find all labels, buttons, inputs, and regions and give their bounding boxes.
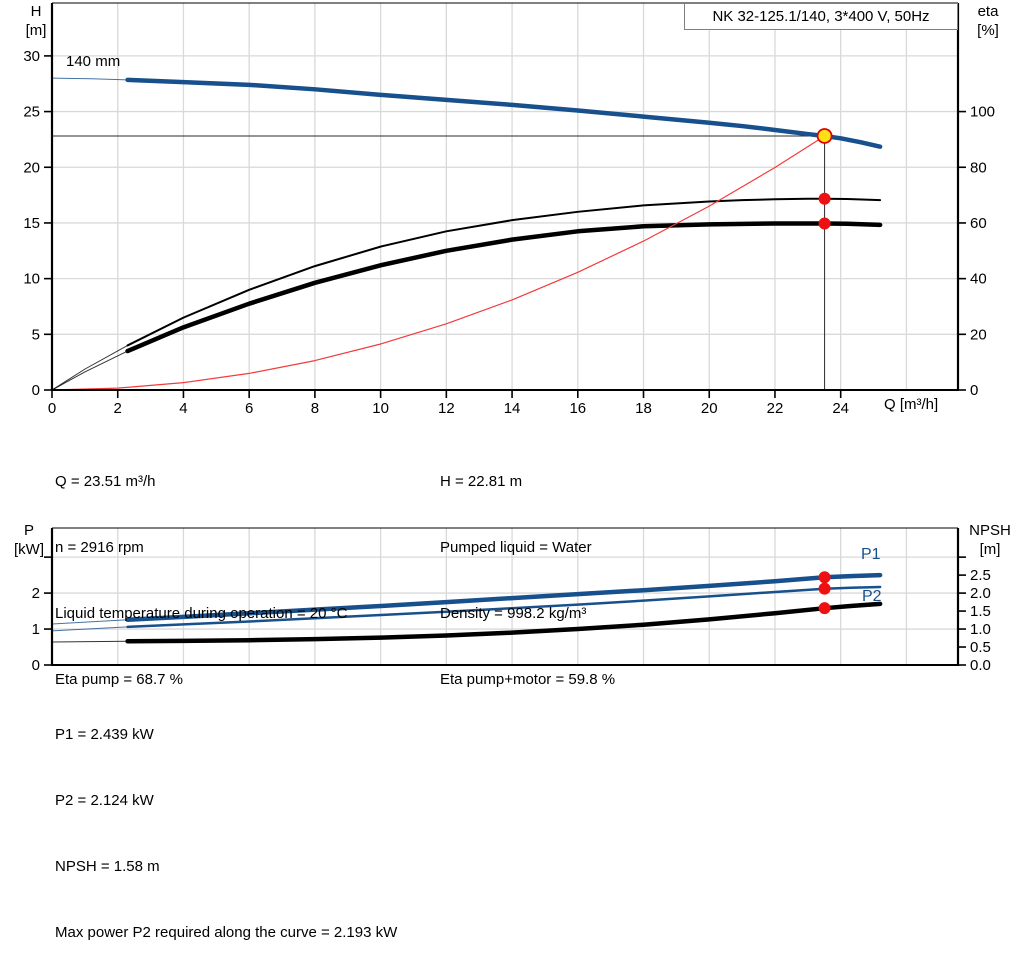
info-line-pumped-liquid: Pumped liquid = Water	[440, 539, 592, 556]
npsh-marker	[818, 602, 831, 615]
p-axis-label-unit: [kW]	[14, 541, 44, 558]
series-p1-curve-lead	[51, 619, 128, 625]
right-tick-label: 0	[970, 382, 978, 399]
h-axis-label: H [m]	[20, 2, 52, 40]
right-tick-label: 1.0	[970, 621, 991, 638]
p1-marker	[818, 571, 831, 584]
p-axis-label: P [kW]	[8, 521, 50, 559]
duty-info-right: H = 22.81 m Pumped liquid = Water Densit…	[440, 427, 615, 713]
x-tick-label: 16	[569, 400, 586, 417]
left-tick-label: 20	[23, 159, 40, 176]
x-tick-label: 6	[245, 400, 253, 417]
x-tick-label: 4	[179, 400, 187, 417]
series-system-parabola	[51, 135, 825, 391]
info-line-p1: P1 = 2.439 kW	[55, 726, 154, 743]
info-line-max-power: Max power P2 required along the curve = …	[55, 924, 398, 941]
left-tick-label: 25	[23, 104, 40, 121]
right-tick-label: 20	[970, 326, 987, 343]
x-tick-label: 2	[114, 400, 122, 417]
info-line-p2: P2 = 2.124 kW	[55, 792, 154, 809]
left-tick-label: 1	[32, 621, 40, 638]
npsh-axis-label: NPSH [m]	[960, 521, 1020, 559]
info-line-eta-pump-motor: Eta pump+motor = 59.8 %	[440, 671, 616, 688]
info-line-q: Q = 23.51 m³/h	[55, 473, 156, 490]
info-line-eta-pump: Eta pump = 68.7 %	[55, 671, 183, 688]
power-info-block: P1 = 2.439 kW P2 = 2.124 kW NPSH = 1.58 …	[55, 680, 397, 966]
right-tick-label: 80	[970, 159, 987, 176]
npsh-axis-label-unit: [m]	[979, 541, 1001, 558]
left-tick-label: 15	[23, 215, 40, 232]
series-eta-pump-curve	[126, 197, 882, 347]
x-tick-label: 8	[311, 400, 319, 417]
series-p1-curve	[125, 572, 883, 622]
right-tick-label: 2.0	[970, 585, 991, 602]
series-p2-curve-lead	[51, 626, 128, 632]
left-tick-label: 5	[32, 326, 40, 343]
h-axis-label-unit: [m]	[25, 22, 47, 39]
eta-axis-label: eta [%]	[966, 2, 1010, 40]
right-tick-label: 1.5	[970, 603, 991, 620]
left-tick-label: 0	[32, 382, 40, 399]
duty-info-left: Q = 23.51 m³/h n = 2916 rpm Liquid tempe…	[55, 427, 347, 713]
right-tick-label: 100	[970, 104, 995, 121]
h-axis-label-symbol: H	[30, 3, 42, 20]
eta-axis-label-symbol: eta	[977, 3, 999, 20]
left-tick-label: 10	[23, 271, 40, 288]
right-tick-label: 60	[970, 215, 987, 232]
q-axis-label: Q [m³/h]	[884, 396, 939, 413]
impeller-diameter-label: 140 mm	[66, 53, 121, 70]
right-tick-label: 2.5	[970, 567, 991, 584]
p-axis-label-symbol: P	[23, 522, 34, 539]
series-eta-pump-motor-curve	[125, 221, 883, 354]
p1-curve-label: P1	[861, 546, 881, 563]
right-tick-label: 40	[970, 271, 987, 288]
x-tick-label: 0	[48, 400, 56, 417]
p2-curve-label: P2	[862, 588, 882, 605]
p2-marker	[818, 582, 831, 595]
right-tick-label: 0.0	[970, 657, 991, 674]
x-tick-label: 22	[767, 400, 784, 417]
info-line-h: H = 22.81 m	[440, 473, 523, 490]
info-line-liquid-temp: Liquid temperature during operation = 20…	[55, 605, 348, 622]
x-tick-label: 24	[832, 400, 849, 417]
series-p2-curve	[126, 585, 882, 629]
duty-point-marker	[816, 128, 833, 144]
left-tick-label: 0	[32, 657, 40, 674]
pump-title-box: NK 32-125.1/140, 3*400 V, 50Hz	[684, 3, 958, 30]
x-tick-label: 12	[438, 400, 455, 417]
npsh-axis-label-symbol: NPSH	[969, 522, 1011, 539]
series-head-curve-lead	[51, 77, 128, 81]
x-tick-label: 14	[504, 400, 521, 417]
series-eta-pump-motor-curve-lead	[51, 350, 128, 391]
left-tick-label: 2	[32, 585, 40, 602]
series-npsh-curve-lead	[51, 640, 128, 643]
info-line-density: Density = 998.2 kg/m³	[440, 605, 587, 622]
x-tick-label: 18	[635, 400, 652, 417]
left-tick-label: 30	[23, 48, 40, 65]
info-line-n: n = 2916 rpm	[55, 539, 144, 556]
eta-axis-label-unit: [%]	[977, 22, 999, 39]
eta-pump-motor-marker	[818, 217, 831, 230]
series-head-curve	[125, 77, 883, 149]
info-line-npsh: NPSH = 1.58 m	[55, 858, 160, 875]
series-eta-pump-curve-lead	[51, 345, 128, 391]
series-npsh-curve	[125, 601, 883, 644]
right-tick-label: 0.5	[970, 639, 991, 656]
eta-pump-marker	[818, 192, 831, 205]
x-tick-label: 20	[701, 400, 718, 417]
x-tick-label: 10	[372, 400, 389, 417]
